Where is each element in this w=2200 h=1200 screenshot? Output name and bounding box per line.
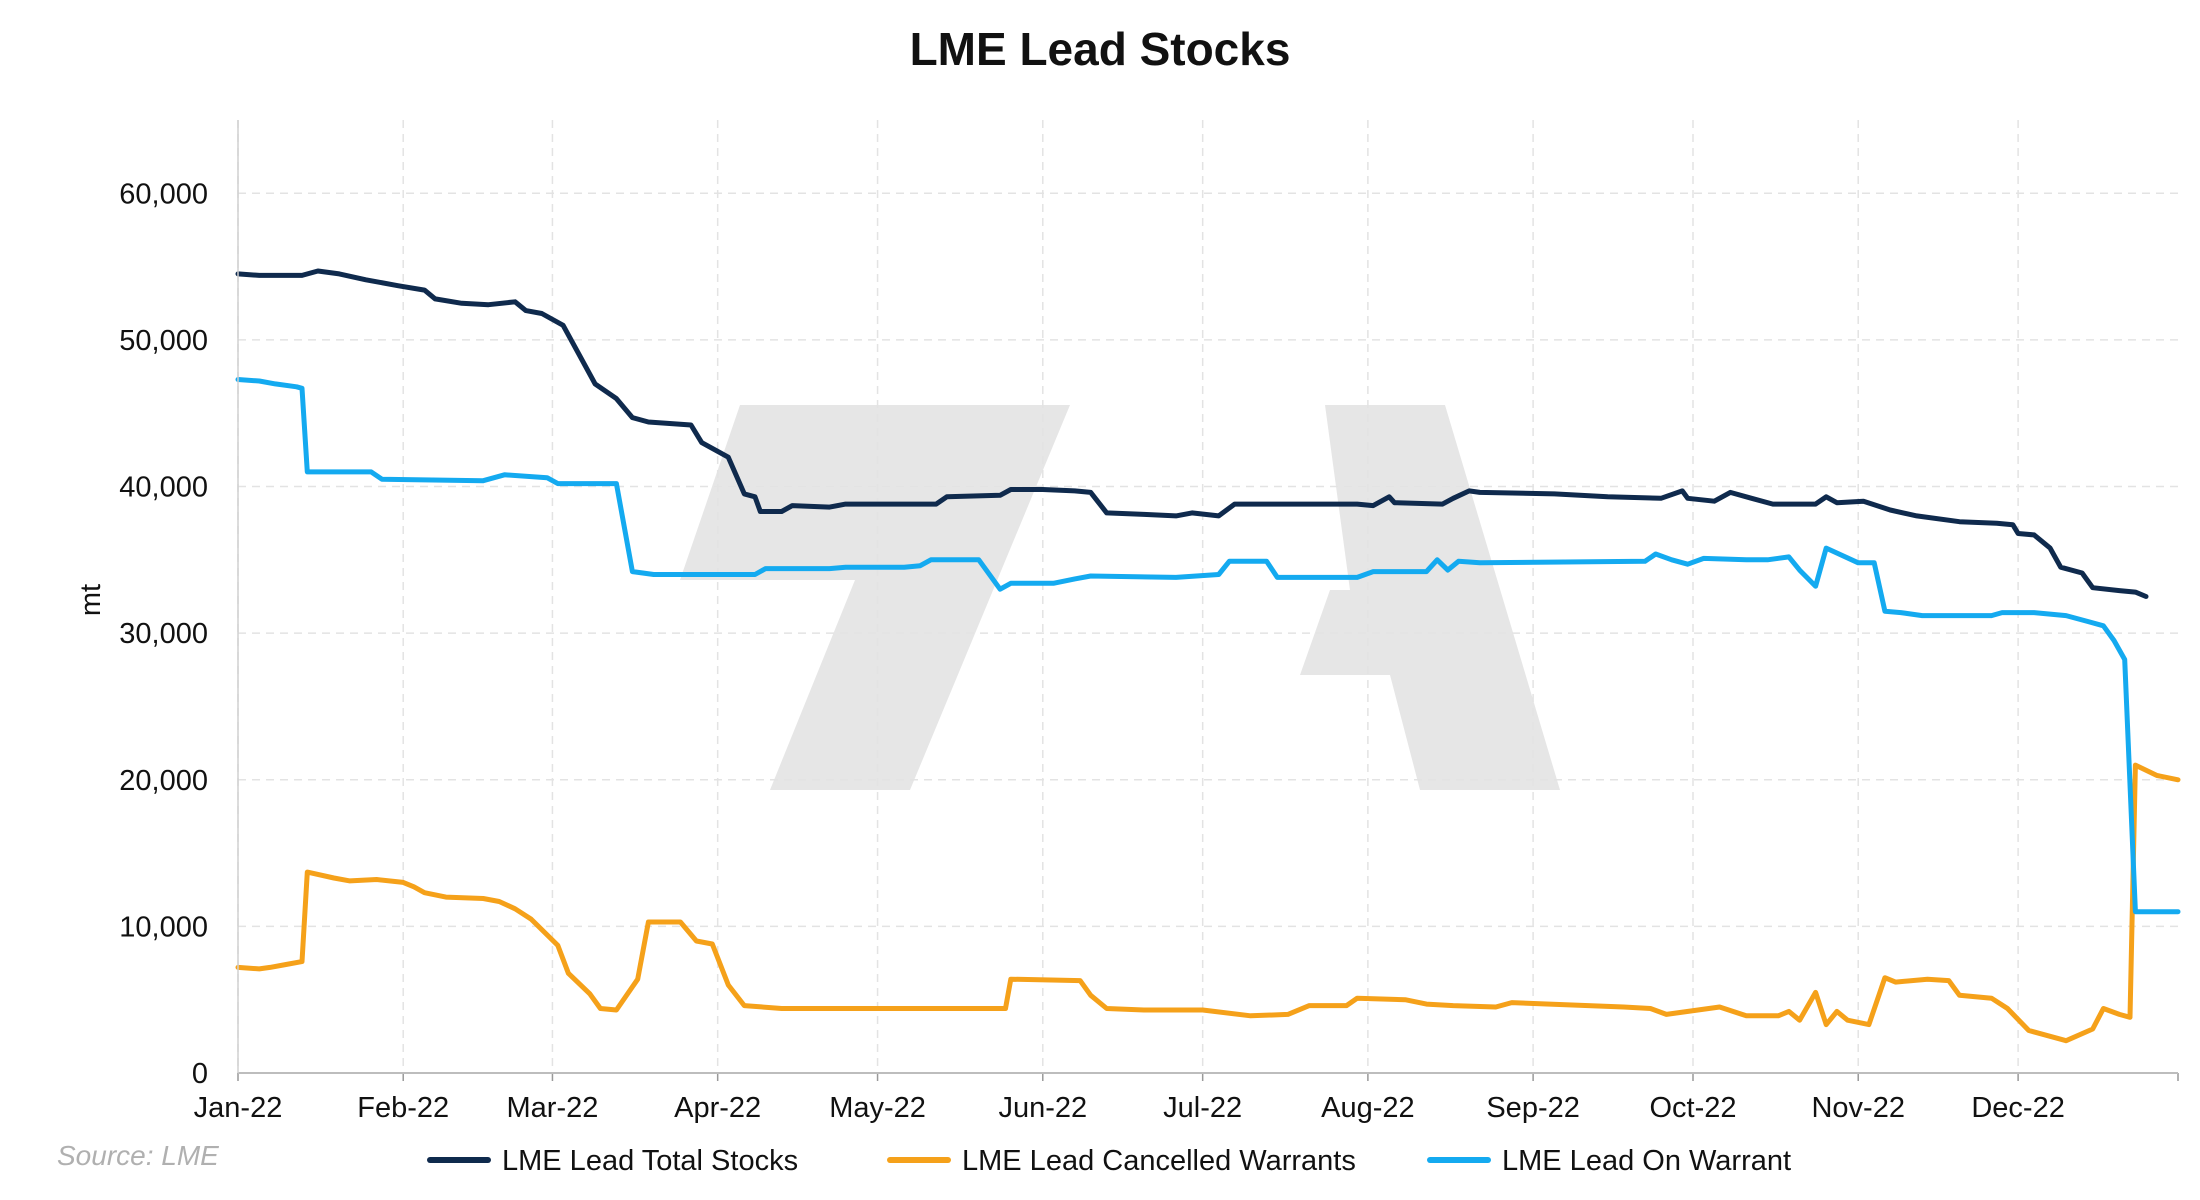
x-tick-label: Mar-22	[507, 1092, 599, 1124]
y-tick-label: 60,000	[119, 178, 208, 210]
legend-label: LME Lead Cancelled Warrants	[962, 1145, 1356, 1177]
chart-title: LME Lead Stocks	[910, 23, 1291, 75]
y-tick-label: 0	[192, 1058, 208, 1090]
x-tick-label: Sep-22	[1486, 1092, 1580, 1124]
y-tick-label: 10,000	[119, 911, 208, 943]
x-tick-label: Nov-22	[1811, 1092, 1905, 1124]
series-line-lme-lead-total-stocks	[235, 268, 2149, 599]
series-lines	[235, 268, 2181, 1044]
x-tick-label: Jun-22	[998, 1092, 1087, 1124]
y-tick-label: 30,000	[119, 618, 208, 650]
legend: LME Lead Total Stocks LME Lead Cancelled …	[427, 1145, 1791, 1177]
x-tick-label: May-22	[829, 1092, 926, 1124]
x-tick-label: Aug-22	[1321, 1092, 1415, 1124]
grid	[237, 120, 2178, 1073]
x-tick-label: Oct-22	[1649, 1092, 1736, 1124]
y-tick-label: 20,000	[119, 765, 208, 797]
watermark-logo	[680, 405, 1560, 790]
source-note: Source: LME	[57, 1140, 219, 1171]
legend-label: LME Lead On Warrant	[1502, 1145, 1791, 1177]
x-tick-label: Jul-22	[1163, 1092, 1242, 1124]
y-tick-label: 50,000	[119, 325, 208, 357]
legend-label: LME Lead Total Stocks	[502, 1145, 798, 1177]
x-tick-label: Jan-22	[194, 1092, 283, 1124]
y-tick-label: 40,000	[119, 472, 208, 504]
axes: 0 10,000 20,000 30,000 40,000 50,000 60,000 Jan…	[119, 120, 2179, 1124]
y-axis-label: mt	[75, 584, 107, 616]
series-line-lme-lead-cancelled-warrants	[235, 762, 2181, 1044]
x-tick-label: Feb-22	[357, 1092, 449, 1124]
x-tick-label: Apr-22	[674, 1092, 761, 1124]
x-tick-label: Dec-22	[1971, 1092, 2065, 1124]
series-line-lme-lead-on-warrant	[235, 377, 2181, 915]
